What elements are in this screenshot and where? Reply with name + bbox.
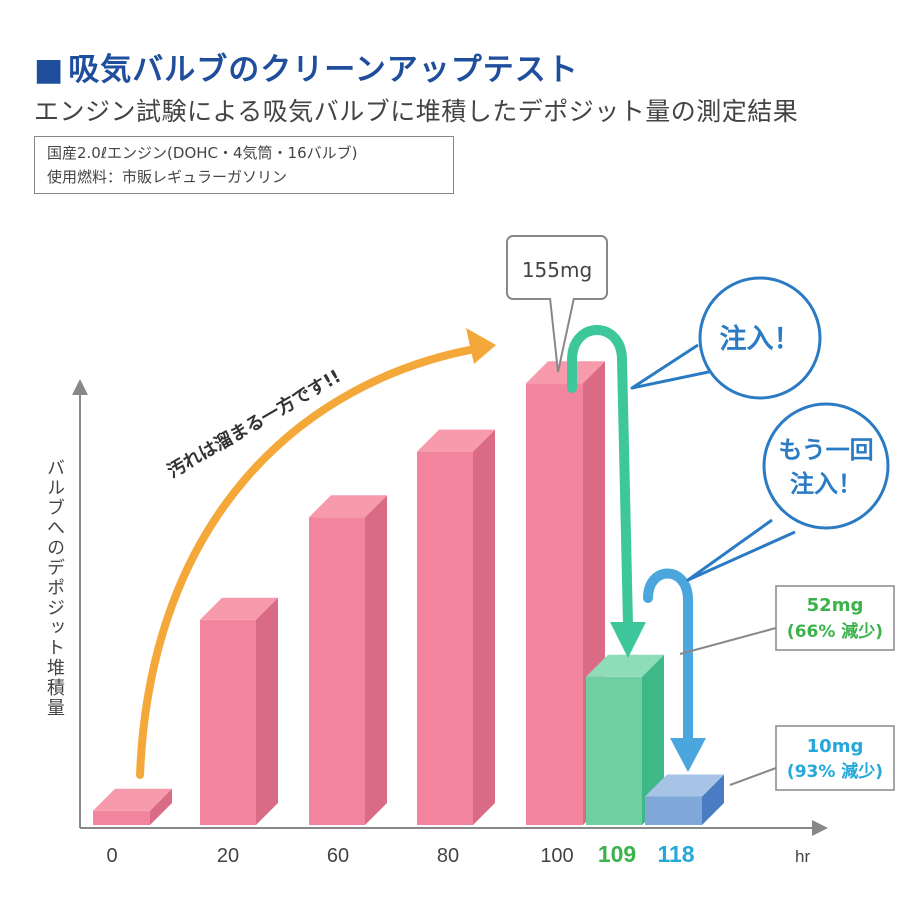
green-reduction: (66% 減少) [787, 621, 883, 642]
x-tick-0: 0 [106, 845, 117, 867]
title-text: 吸気バルブのクリーンアップテスト [68, 52, 579, 88]
inject2-arrow [643, 568, 693, 745]
x-unit-label: hr [795, 847, 810, 866]
green-callout-box [775, 585, 895, 651]
bar-20 [200, 597, 278, 825]
title-marker: ■ [34, 52, 65, 88]
inject2-bubble [762, 402, 890, 530]
bar-60 [309, 495, 387, 825]
x-tick-80: 80 [437, 845, 459, 867]
x-tick-labels: 0 20 60 80 100 109 118 [106, 841, 694, 867]
inject2-text-line2: 注入！ [790, 470, 862, 498]
x-tick-20: 20 [217, 845, 239, 867]
blue-reduction: (93% 減少) [787, 761, 883, 782]
inject1-bubble-tail [630, 343, 719, 390]
inject1-bubble [698, 276, 822, 400]
peak-value-label: 155mg [522, 258, 592, 282]
inject1-text: 注入！ [720, 323, 801, 355]
bars-group [93, 361, 724, 825]
inject2-arrow-head [670, 738, 706, 772]
trend-arrow [136, 344, 484, 779]
y-axis-title: バルブへのデポジット堆積量 [44, 458, 65, 718]
page-subtitle: エンジン試験による吸気バルブに堆積したデポジット量の測定結果 [34, 97, 799, 126]
test-conditions-box: 国産2.0ℓエンジン(DOHC・4気筒・16バルブ) 使用燃料：市販レギュラーガ… [34, 136, 454, 194]
engine-spec: 国産2.0ℓエンジン(DOHC・4気筒・16バルブ) [47, 144, 358, 162]
x-tick-100: 100 [540, 845, 573, 867]
x-tick-109: 109 [598, 841, 636, 867]
blue-value: 10mg [807, 736, 864, 757]
bar-0 [93, 788, 172, 825]
x-tick-118: 118 [657, 841, 694, 867]
inject1-arrow [567, 325, 633, 630]
inject1-arrow-head [610, 622, 646, 658]
trend-arrow-head [466, 328, 496, 364]
peak-callout-pointer [549, 297, 575, 373]
fuel-spec: 使用燃料：市販レギュラーガソリン [47, 168, 288, 186]
blue-callout-leader [729, 767, 777, 786]
bar-80 [417, 429, 495, 825]
inject2-text-line1: もう一回 [778, 436, 873, 464]
blue-callout-box [775, 725, 895, 791]
bar-109 [586, 654, 664, 825]
green-callout-leader [679, 627, 777, 655]
bar-118 [645, 774, 724, 825]
green-value: 52mg [807, 595, 864, 616]
page-title: ■ 吸気バルブのクリーンアップテスト [34, 44, 579, 89]
inject2-bubble-tail [686, 518, 796, 582]
x-tick-60: 60 [327, 845, 349, 867]
